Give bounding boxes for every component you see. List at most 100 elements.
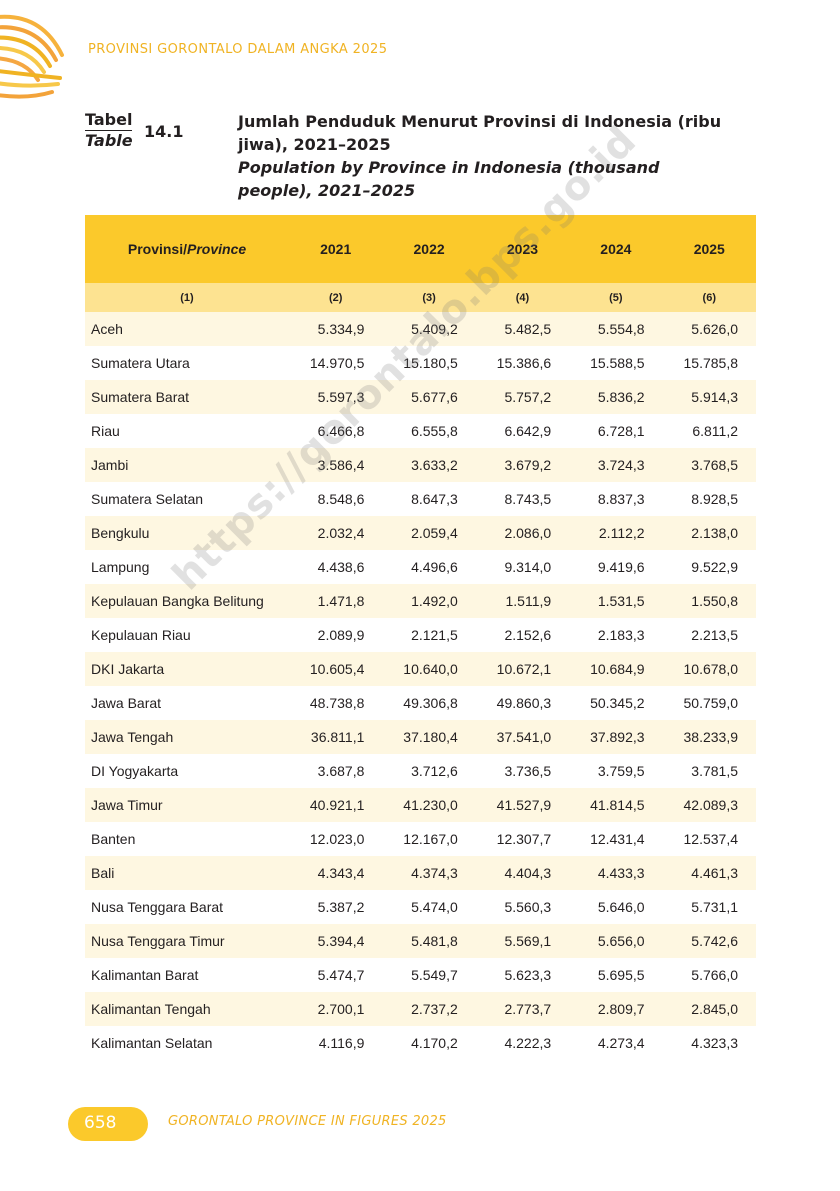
- population-value: 8.743,5: [475, 482, 570, 516]
- table-row: Jawa Timur 40.921,1 41.230,0 41.527,9 41.814…: [85, 788, 756, 822]
- province-name: Lampung: [85, 550, 289, 584]
- population-value: 5.597,3: [289, 380, 383, 414]
- column-number-row: (1) (2) (3) (4) (5) (6): [85, 283, 756, 312]
- province-name: Banten: [85, 822, 289, 856]
- table-row: Jawa Tengah 36.811,1 37.180,4 37.541,0 37.89…: [85, 720, 756, 754]
- population-value: 3.586,4: [289, 448, 383, 482]
- population-value: 50.345,2: [569, 686, 663, 720]
- column-number: (1): [85, 283, 289, 312]
- population-value: 9.522,9: [662, 550, 756, 584]
- population-value: 1.531,5: [569, 584, 663, 618]
- population-value: 40.921,1: [289, 788, 383, 822]
- population-value: 5.334,9: [289, 312, 383, 346]
- population-value: 50.759,0: [662, 686, 756, 720]
- column-number: (2): [289, 283, 383, 312]
- population-value: 4.170,2: [382, 1026, 476, 1060]
- population-value: 2.213,5: [662, 618, 756, 652]
- population-value: 4.496,6: [382, 550, 476, 584]
- population-value: 2.152,6: [475, 618, 570, 652]
- population-value: 4.343,4: [289, 856, 383, 890]
- population-value: 10.640,0: [382, 652, 476, 686]
- column-header-year: 2023: [475, 215, 570, 283]
- population-value: 5.409,2: [382, 312, 476, 346]
- population-value: 12.167,0: [382, 822, 476, 856]
- population-value: 5.482,5: [475, 312, 570, 346]
- population-value: 36.811,1: [289, 720, 383, 754]
- population-value: 5.742,6: [662, 924, 756, 958]
- footer-publication-title: GORONTALO PROVINCE IN FIGURES 2025: [168, 1114, 447, 1129]
- population-value: 2.700,1: [289, 992, 383, 1026]
- population-value: 2.809,7: [569, 992, 663, 1026]
- population-value: 5.560,3: [475, 890, 570, 924]
- column-number: (6): [662, 283, 756, 312]
- population-value: 12.307,7: [475, 822, 570, 856]
- population-value: 10.684,9: [569, 652, 663, 686]
- population-value: 5.394,4: [289, 924, 383, 958]
- population-value: 6.728,1: [569, 414, 663, 448]
- population-value: 15.180,5: [382, 346, 476, 380]
- population-value: 4.222,3: [475, 1026, 570, 1060]
- population-value: 3.687,8: [289, 754, 383, 788]
- population-value: 49.306,8: [382, 686, 476, 720]
- population-value: 8.928,5: [662, 482, 756, 516]
- page-number-badge: [68, 1107, 148, 1141]
- population-value: 1.492,0: [382, 584, 476, 618]
- table-label-id: Tabel: [85, 110, 133, 131]
- column-number: (4): [475, 283, 570, 312]
- population-value: 2.773,7: [475, 992, 570, 1026]
- column-header-province: Provinsi/Province: [85, 215, 289, 283]
- publication-header: PROVINSI GORONTALO DALAM ANGKA 2025: [88, 42, 388, 57]
- province-name: DKI Jakarta: [85, 652, 289, 686]
- table-row: Kepulauan Riau 2.089,9 2.121,5 2.152,6 2.183…: [85, 618, 756, 652]
- province-name: Kepulauan Bangka Belitung: [85, 584, 289, 618]
- province-name: Bali: [85, 856, 289, 890]
- population-value: 5.695,5: [569, 958, 663, 992]
- table-row: Kalimantan Barat 5.474,7 5.549,7 5.623,3 5.6…: [85, 958, 756, 992]
- population-value: 49.860,3: [475, 686, 570, 720]
- column-number: (5): [569, 283, 663, 312]
- province-name: Nusa Tenggara Timur: [85, 924, 289, 958]
- population-value: 2.032,4: [289, 516, 383, 550]
- population-value: 3.633,2: [382, 448, 476, 482]
- population-value: 5.677,6: [382, 380, 476, 414]
- province-name: Sumatera Barat: [85, 380, 289, 414]
- column-header-year: 2022: [382, 215, 476, 283]
- table-label: Tabel Table: [85, 110, 133, 151]
- table-body: Aceh 5.334,9 5.409,2 5.482,5 5.554,8 5.626,0 S…: [85, 312, 756, 1060]
- population-value: 1.471,8: [289, 584, 383, 618]
- header-row: Provinsi/Province 2021 2022 2023 2024 20…: [85, 215, 756, 283]
- table-label-en: Table: [85, 131, 133, 150]
- population-value: 5.731,1: [662, 890, 756, 924]
- publication-logo: [0, 14, 64, 99]
- page-number: 658: [84, 1113, 117, 1133]
- population-value: 5.626,0: [662, 312, 756, 346]
- table-row: Nusa Tenggara Timur 5.394,4 5.481,8 5.569,1…: [85, 924, 756, 958]
- population-value: 5.836,2: [569, 380, 663, 414]
- population-value: 1.511,9: [475, 584, 570, 618]
- population-value: 4.323,3: [662, 1026, 756, 1060]
- population-value: 15.588,5: [569, 346, 663, 380]
- province-name: Kalimantan Barat: [85, 958, 289, 992]
- population-value: 5.757,2: [475, 380, 570, 414]
- population-value: 41.230,0: [382, 788, 476, 822]
- table-number: 14.1: [144, 122, 184, 141]
- province-name: Riau: [85, 414, 289, 448]
- table-row: Aceh 5.334,9 5.409,2 5.482,5 5.554,8 5.626,0: [85, 312, 756, 346]
- population-value: 5.554,8: [569, 312, 663, 346]
- province-name: Sumatera Utara: [85, 346, 289, 380]
- population-value: 3.679,2: [475, 448, 570, 482]
- population-value: 2.737,2: [382, 992, 476, 1026]
- population-value: 10.678,0: [662, 652, 756, 686]
- population-value: 5.481,8: [382, 924, 476, 958]
- population-value: 2.845,0: [662, 992, 756, 1026]
- population-value: 10.672,1: [475, 652, 570, 686]
- table-row: Riau 6.466,8 6.555,8 6.642,9 6.728,1 6.811,2: [85, 414, 756, 448]
- population-value: 41.814,5: [569, 788, 663, 822]
- population-value: 2.059,4: [382, 516, 476, 550]
- population-value: 5.766,0: [662, 958, 756, 992]
- population-value: 5.569,1: [475, 924, 570, 958]
- province-name: Kalimantan Tengah: [85, 992, 289, 1026]
- population-value: 4.404,3: [475, 856, 570, 890]
- population-value: 8.837,3: [569, 482, 663, 516]
- province-name: DI Yogyakarta: [85, 754, 289, 788]
